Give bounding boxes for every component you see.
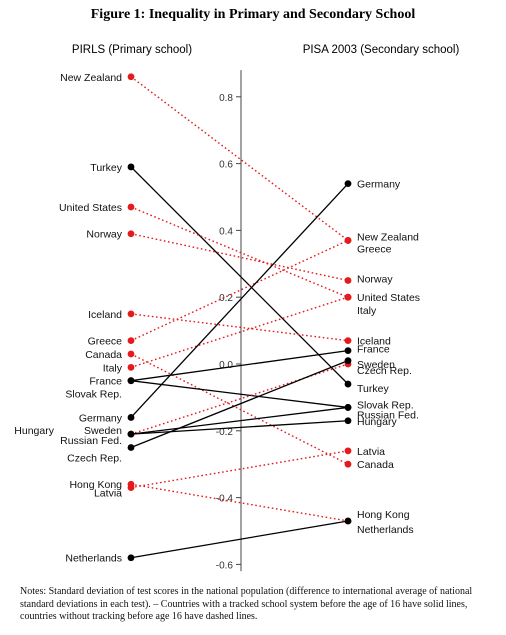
figure-title: Figure 1: Inequality in Primary and Seco…	[91, 7, 416, 22]
y-tick-label: 0.2	[219, 293, 233, 304]
left-label-turkey: Turkey	[90, 162, 122, 174]
right-label-slovak-rep: Slovak Rep.	[357, 399, 414, 411]
left-label-united-states: United States	[59, 202, 122, 214]
series-line-france	[130, 349, 349, 382]
left-column-header: PIRLS (Primary school)	[72, 44, 192, 56]
right-label-new-zealand: New Zealand	[357, 231, 419, 243]
right-column-header: PISA 2003 (Secondary school)	[303, 44, 460, 56]
right-label-latvia: Latvia	[357, 446, 385, 458]
left-label-iceland: Iceland	[88, 309, 122, 321]
pirls-point-latvia	[127, 484, 135, 491]
left-label-greece: Greece	[88, 336, 123, 348]
series-line-germany	[130, 183, 349, 418]
series-points	[127, 73, 352, 562]
pirls-point-new-zealand	[127, 73, 135, 81]
left-label-canada: Canada	[85, 349, 122, 361]
series-line-latvia	[130, 450, 349, 489]
right-label-netherlands: Netherlands	[357, 524, 414, 536]
series-line-greece	[130, 239, 349, 342]
right-label-hungary: Hungary	[357, 416, 397, 428]
left-label-new-zealand: New Zealand	[60, 72, 122, 84]
right-label-sweden: Sweden	[357, 359, 395, 371]
y-tick-label: -0.4	[216, 494, 234, 505]
y-axis: -0.6 -0.4 -0.2 0.0 0.2 0.4 0.6 0.8	[216, 70, 242, 571]
pirls-point-canada	[127, 350, 135, 358]
left-label-czech-rep: Czech Rep.	[67, 453, 122, 465]
pirls-point-czech-rep	[127, 444, 135, 451]
pisa-point-netherlands	[344, 517, 352, 525]
series-line-norway	[130, 233, 349, 282]
left-label-netherlands: Netherlands	[65, 553, 122, 565]
pirls-point-italy	[127, 363, 135, 371]
series-line-turkey	[130, 166, 349, 385]
pirls-point-germany	[127, 414, 135, 421]
series-line-russian-fed	[130, 406, 349, 435]
right-label-united-states: United States	[357, 292, 420, 304]
pisa-point-france	[344, 347, 352, 355]
left-label-hungary: Hungary	[14, 425, 54, 437]
pisa-point-turkey	[344, 380, 352, 388]
slope-chart: Figure 1: Inequality in Primary and Seco…	[14, 7, 460, 571]
pisa-point-iceland	[344, 337, 352, 345]
right-label-iceland: Iceland	[357, 336, 391, 348]
right-label-greece: Greece	[357, 243, 392, 255]
y-tick-label: 0.4	[219, 226, 233, 237]
left-label-latvia: Latvia	[94, 488, 122, 500]
series-line-iceland	[130, 313, 349, 342]
pirls-point-turkey	[127, 163, 135, 171]
left-label-italy: Italy	[103, 362, 123, 374]
series-line-netherlands	[130, 520, 349, 559]
y-tick-label: 0.0	[219, 360, 233, 371]
series-line-czech-rep	[130, 360, 349, 449]
left-label-sweden: Sweden	[84, 425, 122, 437]
left-label-russian-fed: Russian Fed.	[60, 435, 122, 447]
left-label-germany: Germany	[79, 412, 123, 424]
right-label-canada: Canada	[357, 459, 394, 471]
series-lines	[130, 76, 349, 559]
y-tick-label: 0.6	[219, 160, 233, 171]
series-line-canada	[130, 353, 349, 465]
series-line-united-states	[130, 206, 349, 298]
right-label-hong-kong: Hong Kong	[357, 509, 410, 521]
pisa-point-hungary	[344, 417, 352, 425]
figure-notes: Notes: Standard deviation of test scores…	[20, 586, 473, 622]
series-line-new-zealand	[130, 76, 349, 241]
pisa-point-germany	[344, 180, 352, 188]
y-tick-label: -0.6	[216, 560, 234, 571]
right-label-france: France	[357, 344, 390, 356]
series-line-sweden	[130, 363, 349, 435]
pirls-point-greece	[127, 337, 135, 345]
country-labels: New Zealand Turkey United States Norway Icel…	[14, 72, 420, 565]
left-label-hong-kong: Hong Kong	[69, 479, 122, 491]
pirls-point-norway	[127, 230, 135, 238]
series-line-italy	[130, 296, 349, 369]
left-label-france: France	[89, 376, 122, 388]
y-tick-label: -0.2	[216, 427, 234, 438]
right-label-italy: Italy	[357, 305, 377, 317]
pirls-point-slovak-rep	[127, 377, 135, 385]
pisa-point-greece	[344, 237, 352, 244]
pirls-point-russian-fed	[127, 430, 135, 438]
right-label-norway: Norway	[357, 274, 393, 286]
y-tick-label: 0.8	[219, 93, 233, 104]
pisa-point-italy	[344, 293, 352, 301]
right-label-russian-fed: Russian Fed.	[357, 409, 419, 421]
pisa-point-czech-rep	[344, 357, 352, 365]
right-label-turkey: Turkey	[357, 383, 389, 395]
right-label-czech-rep: Czech Rep.	[357, 365, 412, 377]
pisa-point-norway	[344, 277, 352, 284]
pirls-point-united-states	[127, 203, 135, 211]
series-line-slovak-rep	[130, 380, 349, 409]
pirls-point-iceland	[127, 310, 135, 318]
series-line-hong-kong	[130, 483, 349, 522]
pisa-point-latvia	[344, 447, 352, 455]
left-label-norway: Norway	[86, 229, 122, 241]
pisa-point-canada	[344, 460, 352, 468]
pisa-point-russian-fed	[344, 404, 352, 411]
left-label-slovak-rep: Slovak Rep.	[65, 389, 122, 401]
pirls-point-netherlands	[127, 554, 135, 562]
series-line-hungary	[130, 420, 349, 435]
right-label-germany: Germany	[357, 179, 401, 191]
